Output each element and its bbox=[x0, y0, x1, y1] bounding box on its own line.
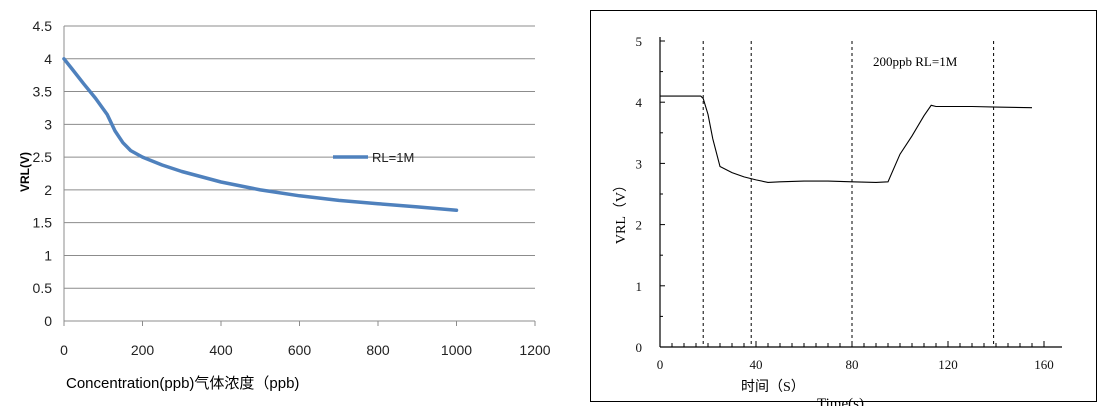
right-y-axis-label: VRL（V） bbox=[613, 178, 629, 244]
left-chart-svg: 0 0.5 1 1.5 2 2.5 3 3.5 4 4.5 0 200 400 600 800 1000 12… bbox=[18, 18, 551, 392]
right-y-tick-labels: 0 1 2 3 4 5 bbox=[636, 34, 643, 355]
right-chart-svg: 0 1 2 3 4 5 0 40 80 120 160 200ppb RL=1M VRL（V） 时… bbox=[613, 34, 1062, 406]
right-x-tick: 0 bbox=[657, 357, 664, 372]
right-x-axis-label-chinese: 时间（S） bbox=[741, 379, 805, 395]
left-legend-label: RL=1M bbox=[372, 150, 414, 165]
right-x-axis-label: Time(s) bbox=[817, 396, 864, 406]
right-y-tick: 2 bbox=[636, 218, 643, 233]
left-series-line bbox=[62, 57, 459, 212]
right-annotation: 200ppb RL=1M bbox=[873, 54, 958, 69]
left-x-tick: 200 bbox=[131, 342, 155, 358]
right-x-tick: 80 bbox=[846, 357, 859, 372]
left-y-tick: 1 bbox=[44, 247, 52, 263]
left-y-tick-labels: 0 0.5 1 1.5 2 2.5 3 3.5 4 4.5 bbox=[33, 18, 53, 329]
left-y-tick: 0 bbox=[44, 313, 52, 329]
left-x-tick-labels: 0 200 400 600 800 1000 1200 bbox=[60, 342, 551, 358]
right-y-tick: 0 bbox=[636, 340, 643, 355]
left-y-axis-label: VRL(V) bbox=[18, 152, 32, 192]
left-x-tick: 400 bbox=[209, 342, 233, 358]
left-y-tick: 1.5 bbox=[33, 215, 53, 231]
left-x-tick: 800 bbox=[366, 342, 390, 358]
left-x-tick: 0 bbox=[60, 342, 68, 358]
right-y-tick: 3 bbox=[636, 156, 643, 171]
right-y-tick: 5 bbox=[636, 34, 643, 49]
right-series-line bbox=[660, 95, 1033, 183]
left-legend: RL=1M bbox=[333, 150, 414, 165]
right-x-tick: 120 bbox=[938, 357, 958, 372]
right-chart-panel: 0 1 2 3 4 5 0 40 80 120 160 200ppb RL=1M VRL（V） 时… bbox=[590, 10, 1097, 406]
left-x-tick: 1200 bbox=[519, 342, 550, 358]
left-y-tick: 4 bbox=[44, 51, 52, 67]
left-y-tick: 0.5 bbox=[33, 280, 53, 296]
right-x-tick: 40 bbox=[750, 357, 763, 372]
right-axes bbox=[659, 37, 1062, 348]
right-y-tick: 1 bbox=[636, 279, 643, 294]
left-y-tick: 2.5 bbox=[33, 149, 53, 165]
left-gridlines bbox=[64, 25, 535, 322]
right-vertical-markers bbox=[702, 41, 995, 347]
right-x-tick: 160 bbox=[1034, 357, 1054, 372]
right-x-tick-labels: 0 40 80 120 160 bbox=[657, 357, 1054, 372]
right-y-tick: 4 bbox=[636, 95, 643, 110]
left-chart-panel: 0 0.5 1 1.5 2 2.5 3 3.5 4 4.5 0 200 400 600 800 1000 12… bbox=[18, 18, 551, 392]
left-axes bbox=[63, 26, 536, 326]
left-y-tick: 4.5 bbox=[33, 18, 53, 34]
left-y-tick: 2 bbox=[44, 182, 52, 198]
left-x-axis-label: Concentration(ppb)气体浓度（ppb) bbox=[66, 375, 299, 392]
left-x-tick: 1000 bbox=[441, 342, 472, 358]
left-series bbox=[62, 57, 459, 212]
left-x-tick: 600 bbox=[288, 342, 312, 358]
left-y-tick: 3 bbox=[44, 116, 52, 132]
right-series bbox=[660, 95, 1033, 183]
left-y-tick: 3.5 bbox=[33, 84, 53, 100]
